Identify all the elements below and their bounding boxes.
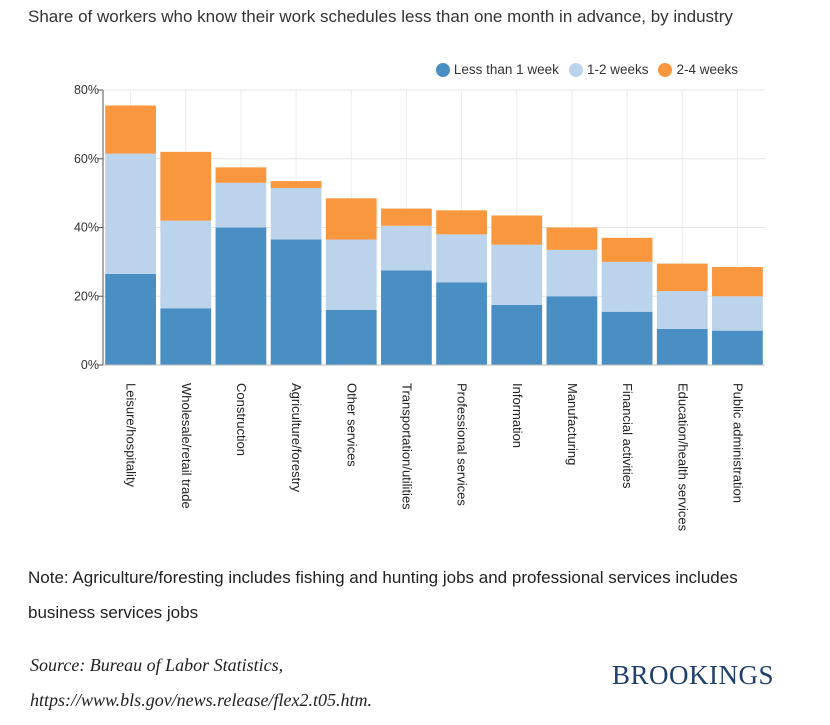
bar-segment [601,261,653,312]
bar-segment [270,187,322,240]
x-tick-label: Public administration [730,383,745,503]
bar-segment [325,239,377,310]
bar-segment [656,328,708,365]
bar-segment [325,310,377,365]
x-tick-label: Financial activities [620,383,635,489]
y-tick-label: 40% [74,221,99,235]
bar-segment [160,308,212,365]
legend: Less than 1 week 1-2 weeks 2-4 weeks [426,62,738,77]
bar-segment [105,153,156,274]
x-tick-label: Leisure/hospitality [124,383,139,488]
bar-segment [656,291,708,329]
brookings-logo: BROOKINGS [612,660,775,690]
legend-item-2-4-weeks: 2-4 weeks [658,62,738,77]
bar-segment [436,282,487,365]
bar-segment [270,239,322,365]
legend-item-less-than-1-week: Less than 1 week [435,62,559,77]
bar-segment [381,270,432,365]
bar-segment [712,296,763,331]
legend-label-1-2-weeks: 1-2 weeks [586,62,649,77]
x-tick-label: Construction [234,383,249,456]
bar-segment [491,215,543,245]
legend-item-1-2-weeks: 1-2 weeks [568,62,649,77]
source-citation: Source: Bureau of Labor Statistics, http… [30,648,550,718]
x-tick-label: Agriculture/forestry [289,383,304,493]
bar-segment [160,151,212,221]
y-tick-label: 80% [74,83,99,97]
bar-segment [546,296,598,365]
bar-segment [325,198,377,240]
y-tick-label: 0% [81,358,99,372]
x-tick-label: Manufacturing [565,383,580,465]
x-tick-label: Information [510,383,525,448]
bar-segment [491,244,543,305]
bar-segment [270,181,322,188]
source-line-1: Source: Bureau of Labor Statistics, [30,655,284,675]
x-tick-label: Transportation/utilities [399,383,414,510]
stacked-bar-chart: 0% 20% 40% 60% 80% Leisure/hospitality Wholesa… [74,83,765,532]
bar-segment [436,210,487,235]
bar-segment [601,311,653,365]
bar-segment [712,330,763,365]
legend-label-2-4-weeks: 2-4 weeks [676,62,738,77]
bar-segment [381,208,432,226]
bar-segment [215,182,267,228]
bar-segment [160,220,212,309]
x-tick-label: Education/health services [675,383,690,532]
x-tick-label: Other services [344,383,359,467]
bar-segment [491,304,543,365]
bar-segment [381,225,432,271]
x-tick-label: Professional services [455,383,470,506]
bar-segment [436,234,487,283]
legend-label-less-than-1-week: Less than 1 week [453,62,559,77]
chart-title: Share of workers who know their work sch… [28,7,733,26]
bar-segment [546,227,598,250]
bar-segment [546,249,598,297]
legend-swatch-less-than-1-week [435,62,450,77]
bar-segment [215,167,267,183]
source-url: https://www.bls.gov/news.release/flex2.t… [30,690,372,710]
x-tick-label: Wholesale/retail trade [179,383,194,509]
chart-note: Note: Agriculture/foresting includes fis… [28,568,738,622]
bar-segment [712,267,763,297]
bar-segment [601,237,653,262]
legend-swatch-2-4-weeks [658,62,673,77]
y-tick-label: 60% [74,152,99,166]
legend-swatch-1-2-weeks [568,62,583,77]
bar-segment [215,227,267,365]
bar-segment [105,273,156,365]
y-tick-label: 20% [74,289,99,303]
bar-segment [656,263,708,292]
bar-segment [105,105,156,154]
